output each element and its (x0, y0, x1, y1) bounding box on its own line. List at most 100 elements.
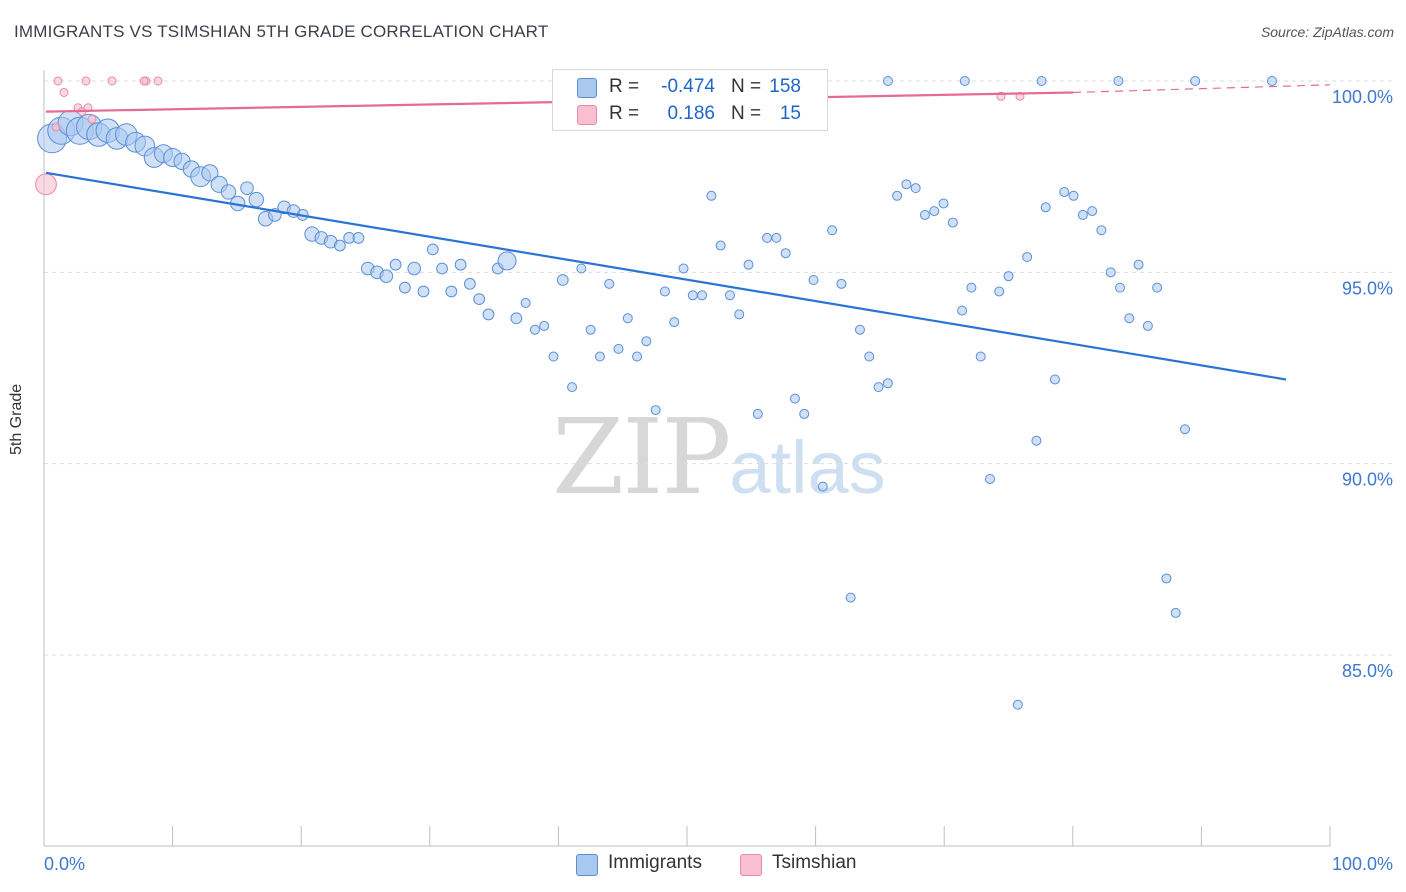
immigrants-point (882, 378, 893, 389)
immigrants-point (529, 324, 540, 335)
immigrants-point (864, 351, 875, 362)
immigrants-point (734, 309, 745, 320)
immigrants-point (539, 320, 550, 331)
immigrants-point (650, 405, 661, 416)
immigrants-point (678, 263, 689, 274)
immigrants-point (1022, 252, 1033, 263)
immigrants-point (910, 183, 921, 194)
watermark-zip: ZIP (552, 396, 731, 518)
immigrants-point (201, 164, 219, 182)
immigrants-point (248, 191, 265, 208)
immigrants-point (938, 198, 949, 209)
tsimshian-point (53, 76, 63, 86)
immigrants-point (473, 293, 486, 306)
legend-n-label: N = (731, 76, 762, 97)
immigrants-point (1113, 76, 1124, 86)
immigrants-point (1161, 573, 1172, 584)
tsimshian-trend-extension (1072, 84, 1331, 94)
immigrants-point (352, 231, 365, 244)
immigrants-point (994, 286, 1005, 297)
x-tick-label: 0.0% (44, 854, 85, 874)
tsimshian-point (87, 114, 97, 124)
immigrants-point (613, 343, 624, 354)
immigrants-point (220, 184, 237, 200)
immigrants-point (817, 481, 828, 492)
immigrants-point (984, 473, 995, 484)
immigrants-point (1096, 225, 1107, 236)
immigrants-point (567, 382, 578, 393)
legend: R = -0.474 N = 158 R = 0.186 N = 15 (552, 69, 828, 131)
y-tick-label: 95.0% (1342, 278, 1393, 298)
immigrants-point (399, 281, 411, 294)
immigrants-point (1040, 202, 1051, 213)
immigrants-point (407, 261, 421, 276)
immigrants-point (715, 240, 726, 251)
legend-n-label: N = (731, 103, 762, 124)
immigrants-point (762, 232, 773, 243)
immigrants-point (697, 290, 708, 301)
legend-row-immigrants: R = -0.474 N = 158 (553, 74, 827, 100)
immigrants-point (594, 351, 605, 362)
immigrants-point (706, 190, 717, 201)
immigrants-point (966, 282, 977, 293)
immigrants-point (548, 351, 559, 362)
immigrants-point (1114, 282, 1125, 293)
immigrants-point (1059, 186, 1070, 197)
tsimshian-point (153, 76, 163, 86)
immigrants-point (780, 248, 791, 259)
immigrants-point (883, 76, 893, 86)
immigrants-point (622, 313, 633, 324)
immigrants-point (789, 393, 800, 404)
immigrants-point (836, 278, 847, 289)
legend-r-value: 0.186 (667, 103, 715, 124)
immigrants-point (417, 285, 430, 298)
immigrants-point (659, 286, 670, 297)
watermark-atlas: atlas (729, 426, 886, 509)
immigrants-point (454, 258, 467, 271)
tsimshian-point (35, 173, 57, 196)
immigrants-point (808, 274, 819, 285)
immigrants-point (556, 274, 569, 286)
immigrants-point (464, 277, 476, 290)
immigrants-point (669, 317, 680, 328)
tsimshian-point (107, 76, 117, 86)
bottom-legend-swatch-immigrants (576, 854, 598, 876)
immigrants-point (576, 263, 587, 274)
immigrants-point (436, 262, 448, 275)
immigrants-point (799, 408, 810, 419)
immigrants-point (333, 239, 346, 252)
immigrants-point (240, 181, 254, 195)
immigrants-point (1133, 259, 1144, 270)
legend-swatch-immigrants (577, 78, 597, 98)
immigrants-point (1068, 190, 1079, 201)
immigrants-point (497, 251, 517, 271)
immigrants-point (520, 297, 531, 308)
immigrants-point (1003, 271, 1014, 282)
immigrants-point (482, 308, 495, 321)
immigrants-point (892, 190, 903, 201)
immigrants-point (510, 312, 523, 325)
immigrants-point (1267, 76, 1277, 86)
bottom-legend-label-immigrants: Immigrants (608, 852, 702, 873)
chart-title: IMMIGRANTS VS TSIMSHIAN 5TH GRADE CORREL… (14, 22, 549, 41)
legend-n-value: 15 (779, 103, 801, 124)
tsimshian-point (51, 122, 61, 132)
y-tick-label: 100.0% (1332, 87, 1393, 107)
chart-source: Source: ZipAtlas.com (1260, 24, 1394, 40)
immigrants-point (1049, 374, 1060, 385)
immigrants-point (1087, 206, 1098, 217)
immigrants-point (1152, 282, 1163, 293)
immigrants-point (1170, 607, 1181, 618)
legend-n-value: 158 (769, 76, 801, 97)
immigrants-point (947, 217, 958, 228)
immigrants-point (957, 305, 968, 316)
watermark: ZIPatlas (552, 396, 886, 518)
immigrants-point (604, 278, 615, 289)
immigrants-point (687, 290, 698, 301)
immigrants-point (389, 258, 402, 271)
immigrants-point (743, 259, 754, 270)
immigrants-point (1105, 267, 1116, 278)
tsimshian-point (59, 87, 69, 97)
immigrants-point (873, 382, 884, 393)
